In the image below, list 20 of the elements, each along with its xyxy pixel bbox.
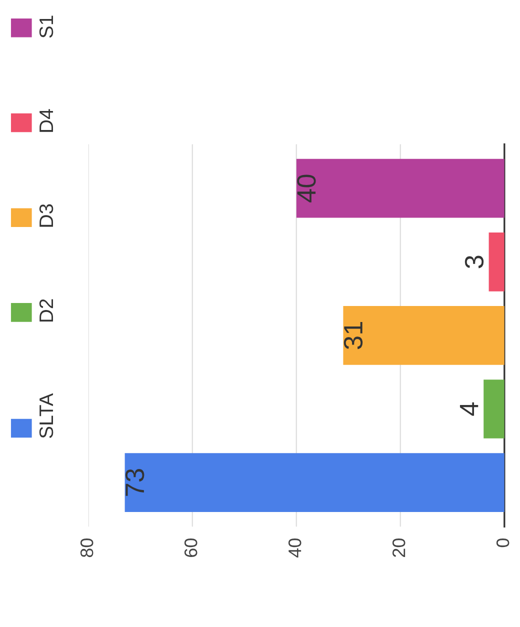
data-label: 3 [464,256,484,268]
bar [124,453,504,512]
data-label: 73 [125,469,144,496]
x-tick-label: 20 [392,538,406,557]
data-label: 31 [344,322,363,350]
data-label: 40 [297,174,316,202]
x-tick-label: 40 [288,538,302,558]
bar [488,232,504,292]
bar [343,306,504,365]
bar [484,380,504,438]
legend-label: D4 [40,109,53,132]
x-tick-label: 0 [496,538,510,548]
legend-label: SLTA [39,393,54,438]
x-tick-label: 60 [184,538,198,557]
data-label: 4 [460,402,478,416]
legend-label: S1 [39,16,54,38]
bar [296,158,504,218]
legend-label: D3 [39,204,54,227]
legend-label: D2 [39,299,53,322]
x-tick-label: 80 [80,538,94,558]
